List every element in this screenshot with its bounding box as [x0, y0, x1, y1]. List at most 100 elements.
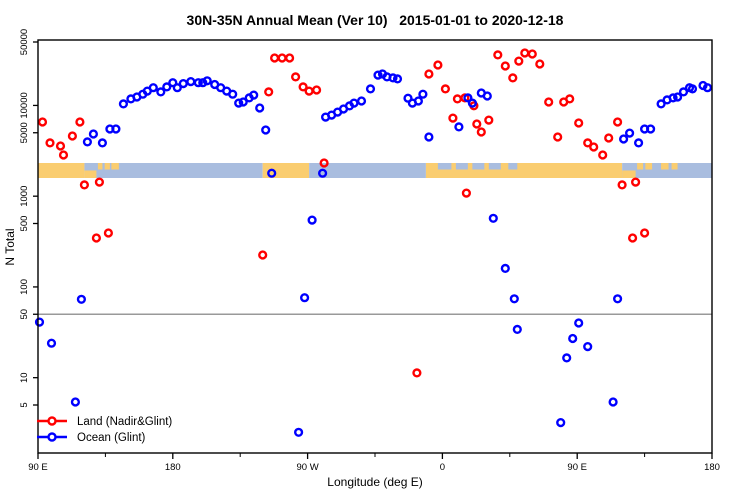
y-tick-label: 10000 — [19, 92, 30, 118]
data-point — [312, 85, 322, 95]
data-point — [630, 177, 641, 187]
data-point — [678, 87, 689, 97]
data-point — [258, 250, 268, 260]
data-point — [624, 128, 635, 138]
data-point — [514, 56, 524, 66]
data-point — [94, 177, 105, 187]
legend-item-ocean: Ocean (Glint) — [37, 432, 146, 444]
data-point — [304, 86, 314, 96]
data-point — [294, 427, 304, 437]
data-point — [198, 78, 208, 88]
data-point — [261, 125, 271, 135]
data-point — [318, 168, 328, 178]
data-point — [617, 180, 627, 190]
band-segment-ocean — [84, 163, 263, 178]
data-point — [633, 138, 644, 148]
band-segment-ocean — [622, 163, 712, 178]
data-point — [264, 87, 274, 97]
data-point — [172, 83, 182, 93]
data-point — [472, 119, 482, 129]
data-point — [45, 138, 55, 148]
data-point — [37, 117, 48, 127]
data-point — [34, 317, 45, 327]
axes-ticks: 90 E 180 90 W 0 90 E 180 5 10 50 100 500 1000 5000 10… — [19, 29, 720, 473]
data-point — [67, 131, 78, 141]
legend-land-marker-icon — [47, 416, 57, 426]
data-point — [500, 263, 510, 274]
data-point — [448, 113, 458, 123]
data-point — [598, 150, 608, 160]
data-point — [249, 90, 259, 100]
data-point — [608, 397, 618, 407]
data-point — [298, 82, 308, 92]
series-ocean — [34, 69, 713, 437]
data-point — [156, 87, 166, 97]
data-point — [452, 94, 463, 104]
data-point — [612, 294, 623, 304]
data-point — [300, 293, 310, 303]
data-point — [508, 73, 518, 83]
data-point — [291, 72, 301, 82]
data-point — [277, 53, 287, 63]
data-point — [307, 215, 317, 225]
data-point — [70, 397, 81, 407]
data-point — [512, 324, 522, 335]
data-point — [535, 59, 545, 69]
data-point — [285, 53, 295, 63]
data-point — [267, 168, 277, 178]
band-segment-land — [425, 163, 623, 178]
band-patch-land — [97, 163, 103, 170]
band-segment-ocean — [309, 163, 426, 178]
band-patch-ocean — [488, 163, 501, 170]
legend-item-land: Land (Nadir&Glint) — [37, 416, 172, 428]
y-tick-label: 50000 — [19, 29, 30, 55]
data-point — [562, 353, 572, 363]
data-point — [574, 118, 584, 128]
x-tick-label: 90 E — [567, 462, 587, 473]
coastline-band — [38, 163, 712, 178]
data-point — [556, 418, 566, 428]
x-tick-label: 90 W — [297, 462, 319, 473]
data-points — [34, 48, 713, 437]
data-point — [76, 294, 87, 304]
y-tick-label: 10 — [19, 372, 30, 383]
data-point — [454, 122, 464, 132]
data-point — [527, 49, 537, 59]
data-point — [228, 89, 238, 99]
data-point — [234, 98, 244, 108]
data-point — [46, 338, 57, 348]
band-patch-ocean — [472, 163, 485, 170]
data-point — [270, 53, 280, 63]
data-point — [484, 115, 494, 125]
data-point — [424, 69, 434, 79]
data-point — [103, 228, 114, 238]
data-point — [79, 180, 90, 190]
data-point — [88, 129, 99, 139]
data-point — [55, 141, 66, 151]
data-point — [544, 97, 554, 107]
x-tick-label: 90 E — [28, 462, 48, 473]
data-point — [493, 50, 503, 60]
data-point — [627, 233, 638, 243]
legend-ocean-label: Ocean (Glint) — [77, 432, 146, 444]
band-patch-land — [622, 170, 636, 178]
band-patch-ocean — [508, 163, 518, 170]
data-point — [568, 333, 578, 344]
data-point — [645, 124, 656, 134]
series-land — [37, 48, 650, 378]
band-patch-land — [645, 163, 653, 170]
y-tick-label: 500 — [19, 216, 30, 232]
data-point — [583, 342, 593, 352]
band-patch-land — [637, 163, 644, 170]
data-point — [467, 98, 478, 108]
data-point — [418, 89, 428, 99]
data-point — [373, 70, 383, 80]
legend: Land (Nadir&Glint) Ocean (Glint) — [37, 416, 172, 444]
data-point — [238, 97, 248, 107]
data-point — [668, 93, 678, 103]
data-point — [488, 213, 498, 223]
data-point — [476, 127, 486, 137]
band-patch-land — [84, 170, 97, 178]
y-tick-label: 100 — [19, 279, 30, 295]
